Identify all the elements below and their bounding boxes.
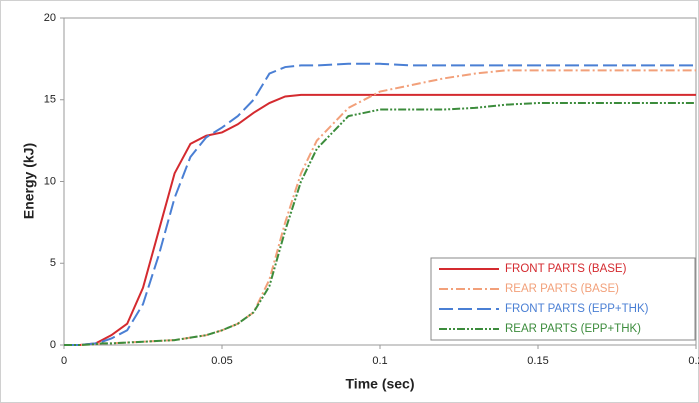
x-tick-label: 0.05	[211, 355, 232, 367]
x-tick-label: 0.2	[688, 355, 699, 367]
line	[64, 93, 696, 346]
x-tick-label: 0.1	[372, 355, 387, 367]
line	[64, 102, 696, 346]
y-tick-label: 15	[44, 94, 56, 106]
y-axis-label: Energy (kJ)	[21, 143, 37, 219]
x-axis-label: Time (sec)	[346, 376, 415, 392]
y-tick-label: 20	[44, 12, 56, 24]
y-tick-label: 0	[50, 339, 56, 351]
x-tick-label: 0.15	[527, 355, 548, 367]
x-tick-label: 0	[61, 355, 67, 367]
legend-box	[430, 257, 696, 341]
line	[64, 62, 696, 346]
legend-label: REAR PARTS (BASE)	[505, 283, 619, 295]
y-tick-label: 5	[50, 257, 56, 269]
legend-label: REAR PARTS (EPP+THK)	[505, 323, 641, 335]
legend-label: FRONT PARTS (EPP+THK)	[505, 303, 649, 315]
line	[64, 69, 696, 346]
legend-label: FRONT PARTS (BASE)	[505, 263, 627, 275]
y-tick-label: 10	[44, 175, 56, 187]
